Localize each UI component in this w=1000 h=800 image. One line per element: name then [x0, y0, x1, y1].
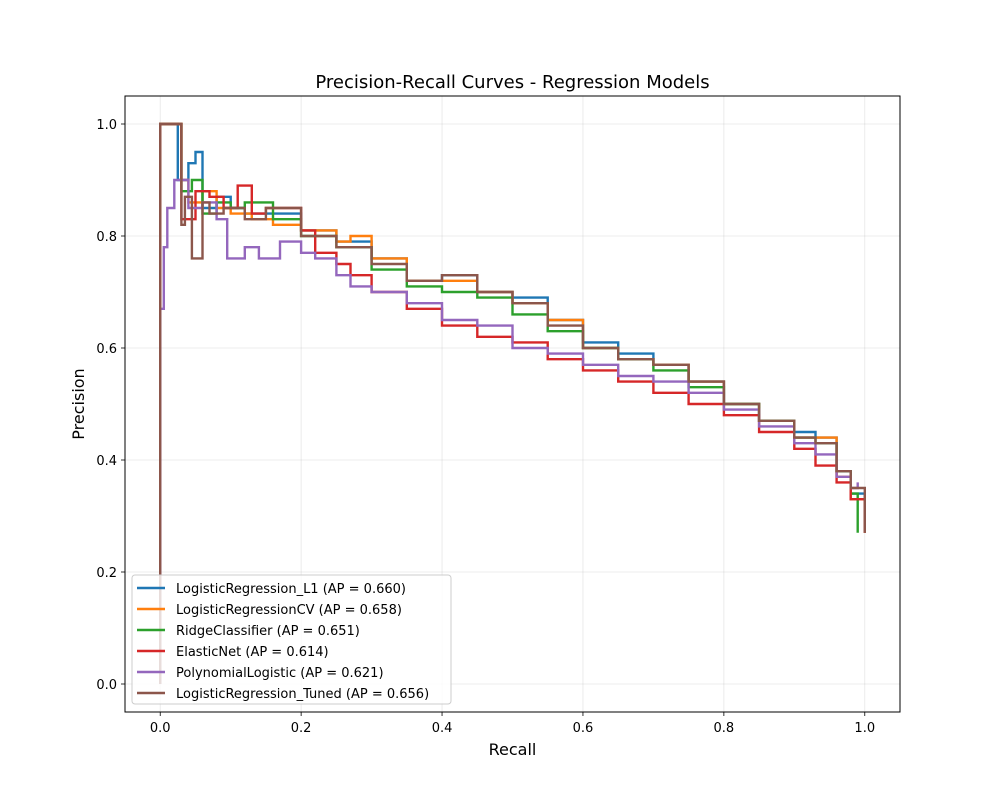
plot-frame: [124, 95, 901, 713]
x-tick-label: 0.4: [432, 721, 453, 736]
x-tick-label: 0.2: [291, 721, 312, 736]
x-tick-label: 0.6: [573, 721, 594, 736]
series-line-6: [159, 122, 866, 684]
y-tick-label: 1.0: [96, 118, 117, 133]
y-axis-label: Precision: [69, 368, 88, 439]
x-tick-label: 0.0: [150, 721, 171, 736]
legend-label-4: ElasticNet (AP = 0.614): [176, 645, 329, 660]
x-tick-label: 1.0: [854, 721, 875, 736]
x-tick-label: 0.8: [714, 721, 735, 736]
legend-label-2: LogisticRegressionCV (AP = 0.658): [176, 603, 402, 618]
legend-label-1: LogisticRegression_L1 (AP = 0.660): [176, 582, 406, 597]
legend-box: [131, 574, 452, 705]
legend: LogisticRegression_L1 (AP = 0.660) Logist…: [131, 574, 452, 705]
legend-label-5: PolynomialLogistic (AP = 0.621): [176, 666, 384, 681]
tick-layer: 0.0 0.2 0.4 0.6 0.8 1.0 0.0 0.2 0.4 0.6 0.8 1.0: [96, 118, 875, 736]
legend-label-3: RidgeClassifier (AP = 0.651): [176, 624, 360, 639]
x-axis-label: Recall: [489, 740, 537, 759]
y-tick-label: 0.8: [96, 230, 117, 245]
legend-label-6: LogisticRegression_Tuned (AP = 0.656): [176, 687, 429, 702]
y-tick-label: 0.6: [96, 342, 117, 357]
y-tick-label: 0.0: [96, 678, 117, 693]
y-tick-label: 0.2: [96, 566, 117, 581]
chart-title: Precision-Recall Curves - Regression Mod…: [315, 72, 709, 93]
y-tick-label: 0.4: [96, 454, 117, 469]
series-layer: [159, 122, 866, 684]
